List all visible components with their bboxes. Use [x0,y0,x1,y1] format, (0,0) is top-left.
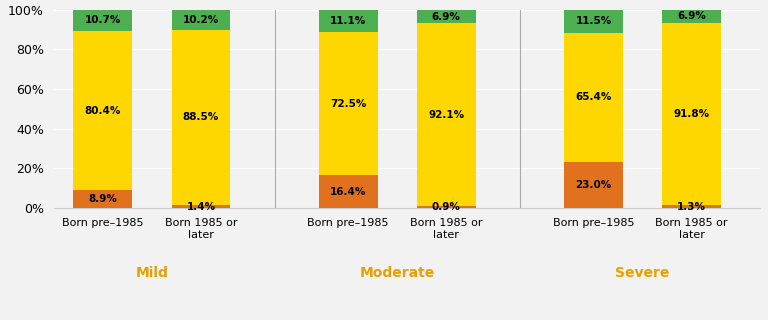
Bar [74,190,132,208]
Bar [171,9,230,30]
Bar [74,31,132,190]
Text: 16.4%: 16.4% [330,187,366,197]
Text: 11.1%: 11.1% [330,16,366,26]
Text: 1.3%: 1.3% [677,202,706,212]
Bar [417,10,475,23]
Bar [564,33,623,162]
Bar [319,10,378,32]
Text: 23.0%: 23.0% [575,180,611,190]
Text: 11.5%: 11.5% [575,16,611,26]
Text: 72.5%: 72.5% [330,99,366,108]
Bar [662,10,721,23]
Legend: Yes, No, Unknown: Yes, No, Unknown [304,318,510,320]
Text: 88.5%: 88.5% [183,112,219,123]
Bar [171,205,230,208]
Bar [564,162,623,208]
Text: 10.2%: 10.2% [183,14,219,25]
Text: Mild: Mild [135,266,168,280]
Text: Severe: Severe [615,266,670,280]
Bar [171,30,230,205]
Bar [74,10,132,31]
Text: Moderate: Moderate [359,266,435,280]
Text: 0.9%: 0.9% [432,202,461,212]
Bar [319,32,378,175]
Text: 65.4%: 65.4% [575,92,611,102]
Bar [564,10,623,33]
Text: 6.9%: 6.9% [677,12,706,21]
Bar [417,23,475,206]
Text: 92.1%: 92.1% [429,110,465,120]
Bar [662,23,721,205]
Text: 91.8%: 91.8% [674,109,710,119]
Text: 6.9%: 6.9% [432,12,461,22]
Bar [319,175,378,208]
Text: 80.4%: 80.4% [84,106,121,116]
Text: 10.7%: 10.7% [84,15,121,25]
Bar [662,205,721,208]
Text: 8.9%: 8.9% [88,194,118,204]
Bar [417,206,475,208]
Text: 1.4%: 1.4% [187,202,216,212]
